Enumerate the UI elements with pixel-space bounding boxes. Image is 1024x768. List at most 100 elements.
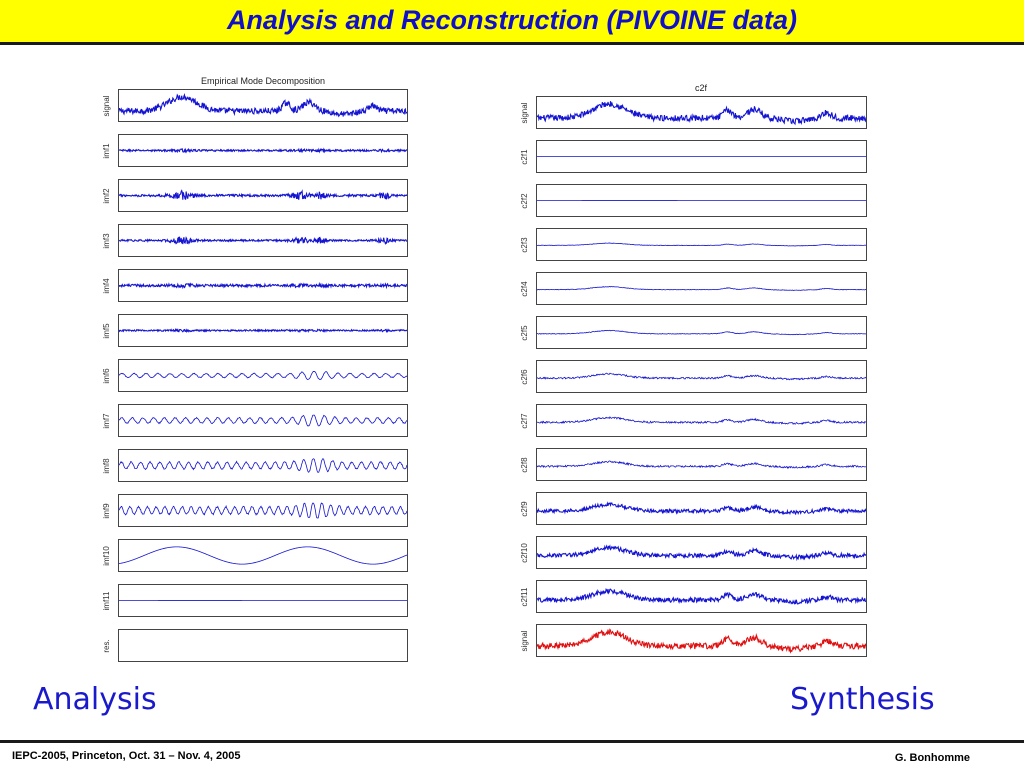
c2f-panel-label: c2f11 bbox=[520, 587, 529, 606]
emd-chart-title: Empirical Mode Decomposition bbox=[200, 76, 326, 86]
emd-panel-imf2-2 bbox=[118, 179, 408, 212]
emd-trace-svg bbox=[119, 546, 407, 565]
slide-title: Analysis and Reconstruction (PIVOINE dat… bbox=[226, 5, 798, 35]
c2f-series-line bbox=[537, 460, 866, 470]
emd-series-line bbox=[119, 236, 407, 246]
footer-divider bbox=[0, 740, 1024, 743]
c2f-series-line bbox=[537, 372, 866, 381]
c2f-series-line bbox=[537, 329, 866, 336]
c2f-panel-label: signal bbox=[520, 102, 529, 123]
c2f-trace-svg bbox=[537, 329, 866, 336]
emd-panel-label: imf1 bbox=[102, 142, 111, 159]
emd-panel-res-12 bbox=[118, 629, 408, 662]
c2f-panel-label: c2f2 bbox=[520, 192, 529, 209]
emd-series-line bbox=[119, 546, 407, 565]
c2f-series-line bbox=[537, 101, 866, 126]
c2f-trace-svg bbox=[537, 628, 866, 654]
c2f-trace-svg bbox=[537, 460, 866, 470]
emd-panel-imf6-6 bbox=[118, 359, 408, 392]
c2f-trace-svg bbox=[537, 200, 866, 201]
c2f-panel-label: c2f3 bbox=[520, 236, 529, 253]
footer-conference: IEPC-2005, Princeton, Oct. 31 – Nov. 4, … bbox=[12, 750, 241, 762]
emd-panel-imf11-11 bbox=[118, 584, 408, 617]
c2f-panel-c2f2-2 bbox=[536, 184, 867, 217]
c2f-series-line bbox=[537, 286, 866, 292]
c2f-trace-svg bbox=[537, 156, 866, 157]
emd-series-line bbox=[119, 147, 407, 154]
emd-panel-imf8-8 bbox=[118, 449, 408, 482]
emd-series-line bbox=[119, 502, 407, 519]
c2f-panel-label: signal bbox=[520, 630, 529, 651]
c2f-panel-label: c2f1 bbox=[520, 148, 529, 165]
c2f-panel-c2f4-4 bbox=[536, 272, 867, 305]
emd-panel-label: imf11 bbox=[102, 591, 111, 610]
emd-trace-svg bbox=[119, 281, 407, 290]
c2f-panel-label: c2f6 bbox=[520, 368, 529, 385]
emd-trace-svg bbox=[119, 147, 407, 154]
footer-author: G. Bonhomme bbox=[894, 752, 970, 764]
synthesis-caption: Synthesis bbox=[790, 682, 935, 717]
c2f-panel-signal-12 bbox=[536, 624, 867, 657]
emd-trace-svg bbox=[119, 327, 407, 334]
c2f-panel-c2f9-9 bbox=[536, 492, 867, 525]
c2f-series-line bbox=[537, 501, 866, 516]
c2f-trace-svg bbox=[537, 501, 866, 516]
emd-panel-label: imf3 bbox=[102, 232, 111, 249]
c2f-trace-svg bbox=[537, 101, 866, 126]
c2f-panel-c2f10-10 bbox=[536, 536, 867, 569]
emd-panel-imf7-7 bbox=[118, 404, 408, 437]
emd-trace-svg bbox=[119, 600, 407, 601]
emd-series-line bbox=[119, 458, 407, 473]
emd-series-line bbox=[119, 92, 407, 118]
emd-series-line bbox=[119, 327, 407, 334]
c2f-panel-label: c2f10 bbox=[520, 542, 529, 563]
c2f-trace-svg bbox=[537, 286, 866, 292]
emd-panel-imf1-1 bbox=[118, 134, 408, 167]
c2f-series-line bbox=[537, 628, 866, 654]
emd-panel-label: imf2 bbox=[102, 187, 111, 204]
emd-panel-imf4-4 bbox=[118, 269, 408, 302]
c2f-panel-signal-0 bbox=[536, 96, 867, 129]
c2f-panel-c2f1-1 bbox=[536, 140, 867, 173]
c2f-series-line bbox=[537, 544, 866, 562]
c2f-panel-c2f5-5 bbox=[536, 316, 867, 349]
c2f-panel-c2f3-3 bbox=[536, 228, 867, 261]
emd-trace-svg bbox=[119, 92, 407, 118]
emd-panel-signal-0 bbox=[118, 89, 408, 122]
emd-panel-imf3-3 bbox=[118, 224, 408, 257]
emd-panel-imf9-9 bbox=[118, 494, 408, 527]
c2f-panel-label: c2f8 bbox=[520, 456, 529, 473]
emd-panel-label: signal bbox=[102, 95, 111, 116]
emd-panel-label: imf10 bbox=[102, 545, 111, 566]
emd-panel-imf5-5 bbox=[118, 314, 408, 347]
emd-series-line bbox=[119, 414, 407, 427]
c2f-panel-label: c2f9 bbox=[520, 500, 529, 517]
emd-panel-label: res. bbox=[102, 638, 111, 653]
c2f-panel-c2f11-11 bbox=[536, 580, 867, 613]
c2f-chart-title: c2f bbox=[694, 83, 707, 93]
c2f-series-line bbox=[537, 242, 866, 247]
emd-panel-label: imf7 bbox=[102, 412, 111, 429]
c2f-panel-c2f8-8 bbox=[536, 448, 867, 481]
emd-series-line bbox=[119, 371, 407, 381]
emd-panel-imf10-10 bbox=[118, 539, 408, 572]
emd-trace-svg bbox=[119, 371, 407, 381]
c2f-panel-label: c2f4 bbox=[520, 280, 529, 297]
c2f-trace-svg bbox=[537, 587, 866, 605]
c2f-trace-svg bbox=[537, 544, 866, 562]
emd-trace-svg bbox=[119, 236, 407, 246]
emd-panel-label: imf8 bbox=[102, 457, 111, 474]
emd-panel-label: imf6 bbox=[102, 367, 111, 384]
emd-panel-label: imf5 bbox=[102, 322, 111, 339]
c2f-trace-svg bbox=[537, 242, 866, 247]
emd-trace-svg bbox=[119, 502, 407, 519]
emd-trace-svg bbox=[119, 414, 407, 427]
emd-trace-svg bbox=[119, 458, 407, 473]
c2f-trace-svg bbox=[537, 372, 866, 381]
c2f-panel-c2f7-7 bbox=[536, 404, 867, 437]
emd-series-line bbox=[119, 281, 407, 290]
analysis-caption: Analysis bbox=[33, 682, 157, 717]
slide-header: Analysis and Reconstruction (PIVOINE dat… bbox=[0, 0, 1024, 45]
emd-panel-label: imf9 bbox=[102, 502, 111, 519]
c2f-series-line bbox=[537, 416, 866, 426]
